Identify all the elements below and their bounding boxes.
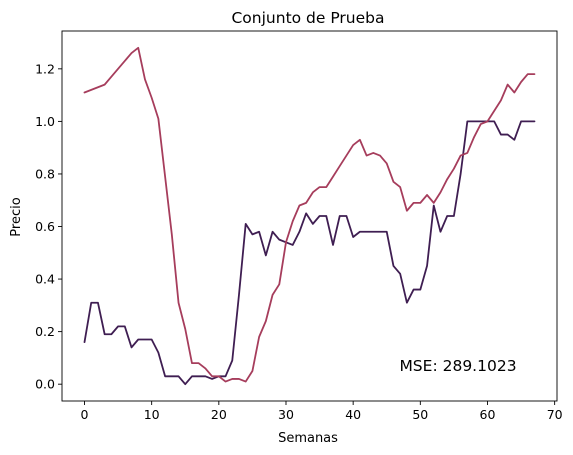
axes-frame [61,30,558,402]
y-tick-label: 0.2 [35,324,55,339]
y-tick-label: 1.2 [35,61,55,76]
x-axis-label: Semanas [278,431,338,446]
y-tick-label: 1.0 [35,114,55,129]
y-tick-label: 0.8 [35,166,55,181]
x-tick-label: 10 [144,407,160,422]
x-tick-label: 70 [547,407,563,422]
series-line-1 [83,120,536,386]
plot-area: 0 10 20 30 40 50 60 70 0.0 0.2 0.4 0.6 0.8 1.0 1.2 [35,30,563,422]
x-tick-label: 40 [345,407,361,422]
x-tick-label: 60 [480,407,496,422]
chart-title: Conjunto de Prueba [231,9,384,27]
mse-annotation: MSE: 289.1023 [399,357,516,375]
y-tick-label: 0.4 [35,272,55,287]
x-tick-label: 30 [278,407,294,422]
x-tick-label: 0 [81,407,89,422]
y-tick-label: 0.0 [35,377,55,392]
y-tick-label: 0.6 [35,219,55,234]
series-line-2 [83,46,536,383]
x-tick-label: 20 [211,407,227,422]
y-axis-label: Precio [9,197,24,236]
x-tick-label: 50 [412,407,428,422]
